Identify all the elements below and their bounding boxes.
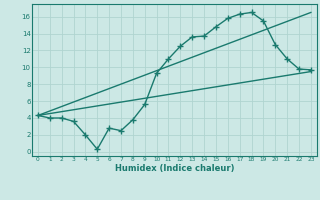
X-axis label: Humidex (Indice chaleur): Humidex (Indice chaleur) xyxy=(115,164,234,173)
